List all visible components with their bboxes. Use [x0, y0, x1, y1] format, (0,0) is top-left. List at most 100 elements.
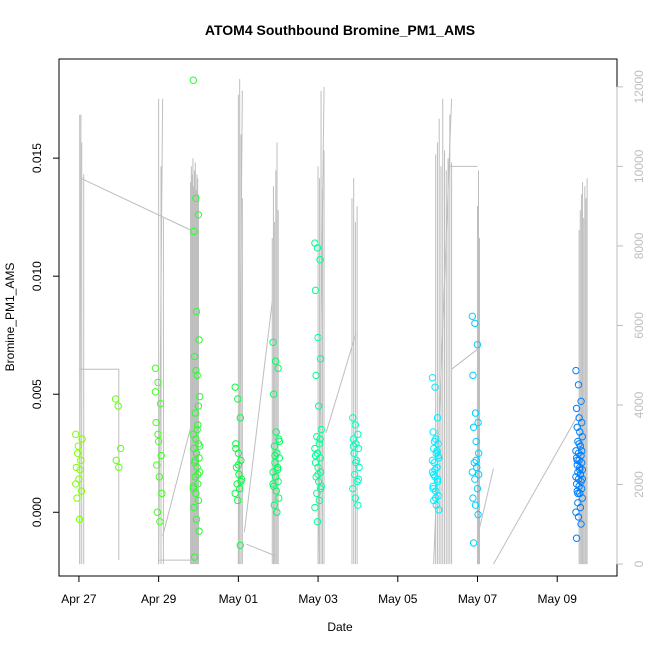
data-point — [578, 475, 587, 483]
data-point — [434, 451, 442, 460]
data-point — [314, 333, 322, 342]
data-point — [316, 484, 325, 493]
altitude-line-segment — [493, 412, 580, 565]
data-point — [311, 503, 319, 512]
data-point — [72, 430, 80, 439]
data-point — [433, 447, 441, 455]
data-point — [231, 489, 239, 498]
data-point — [469, 494, 477, 502]
data-point — [313, 489, 321, 498]
data-points — [72, 76, 587, 561]
data-point — [316, 355, 325, 363]
data-point — [428, 456, 437, 465]
data-point — [578, 494, 587, 502]
secondary-y-tick-label: 8000 — [632, 232, 646, 259]
data-point — [154, 378, 162, 387]
data-point — [72, 480, 80, 488]
data-point — [354, 501, 362, 509]
data-point — [275, 454, 284, 462]
altitude-line-segment — [451, 348, 478, 370]
data-point — [472, 456, 480, 465]
data-point — [316, 435, 324, 443]
data-point — [156, 399, 165, 408]
data-point — [151, 364, 160, 372]
data-point — [190, 503, 198, 512]
secondary-y-tick-label: 6000 — [632, 312, 646, 339]
data-point — [311, 451, 320, 460]
data-point — [574, 513, 583, 521]
data-point — [195, 392, 204, 401]
data-point — [572, 480, 581, 488]
data-point — [575, 482, 583, 490]
data-point — [349, 484, 357, 493]
data-point — [157, 451, 165, 460]
data-point — [474, 418, 482, 427]
y-tick-label: 0.005 — [30, 379, 44, 409]
data-point — [576, 463, 584, 472]
data-point — [575, 440, 583, 448]
data-point — [194, 402, 203, 410]
data-point — [270, 442, 279, 450]
data-point — [314, 470, 322, 479]
data-point — [577, 458, 586, 467]
x-tick-label: Apr 29 — [141, 592, 177, 606]
data-point — [77, 487, 86, 495]
data-point — [315, 496, 324, 505]
data-point — [428, 373, 437, 382]
x-tick-label: May 03 — [298, 592, 338, 606]
data-point — [190, 352, 199, 361]
data-point — [189, 482, 198, 490]
data-point — [192, 194, 200, 202]
data-point — [232, 463, 241, 472]
data-point — [351, 421, 359, 429]
x-tick-label: May 01 — [219, 592, 259, 606]
secondary-y-tick-label: 0 — [632, 560, 646, 567]
secondary-y-tick-label: 4000 — [632, 391, 646, 418]
secondary-y-tick-label: 10000 — [632, 149, 646, 183]
data-point — [575, 456, 583, 465]
data-point — [349, 442, 358, 450]
altitude-line-segment — [479, 468, 494, 529]
secondary-y-axis: 0 2000 4000 6000 8000 10000 12000 — [616, 70, 646, 567]
data-point — [111, 395, 120, 403]
data-point — [190, 227, 198, 236]
data-point — [272, 428, 280, 436]
data-point — [116, 444, 125, 453]
data-point — [313, 244, 322, 252]
data-point — [195, 468, 204, 476]
data-point — [576, 466, 584, 474]
data-point — [273, 463, 282, 472]
data-point — [316, 255, 324, 264]
data-point — [578, 466, 587, 474]
data-point — [434, 440, 442, 448]
data-point — [194, 470, 202, 479]
data-point — [189, 76, 198, 84]
x-tick-label: Apr 27 — [61, 592, 97, 606]
data-point — [155, 473, 163, 481]
data-point — [191, 456, 199, 465]
data-point — [315, 440, 324, 448]
data-point — [271, 451, 279, 460]
data-point — [273, 466, 282, 474]
data-point — [193, 371, 201, 380]
altitude-line-segment — [243, 301, 273, 533]
data-point — [77, 456, 85, 465]
data-point — [73, 494, 81, 502]
data-point — [313, 518, 322, 526]
data-point — [469, 539, 478, 547]
x-axis: Apr 27 Apr 29 May 01 May 03 May 05 May 07 May … — [61, 575, 577, 606]
data-point — [577, 418, 586, 427]
data-point — [433, 477, 442, 486]
data-point — [574, 381, 583, 389]
data-point — [573, 456, 581, 465]
data-point — [574, 475, 583, 483]
data-point — [429, 484, 437, 493]
data-point — [114, 402, 122, 410]
data-point — [192, 307, 201, 316]
data-point — [195, 527, 203, 535]
data-point — [352, 458, 360, 467]
data-point — [194, 496, 203, 505]
data-point — [192, 366, 200, 375]
data-point — [231, 383, 239, 391]
